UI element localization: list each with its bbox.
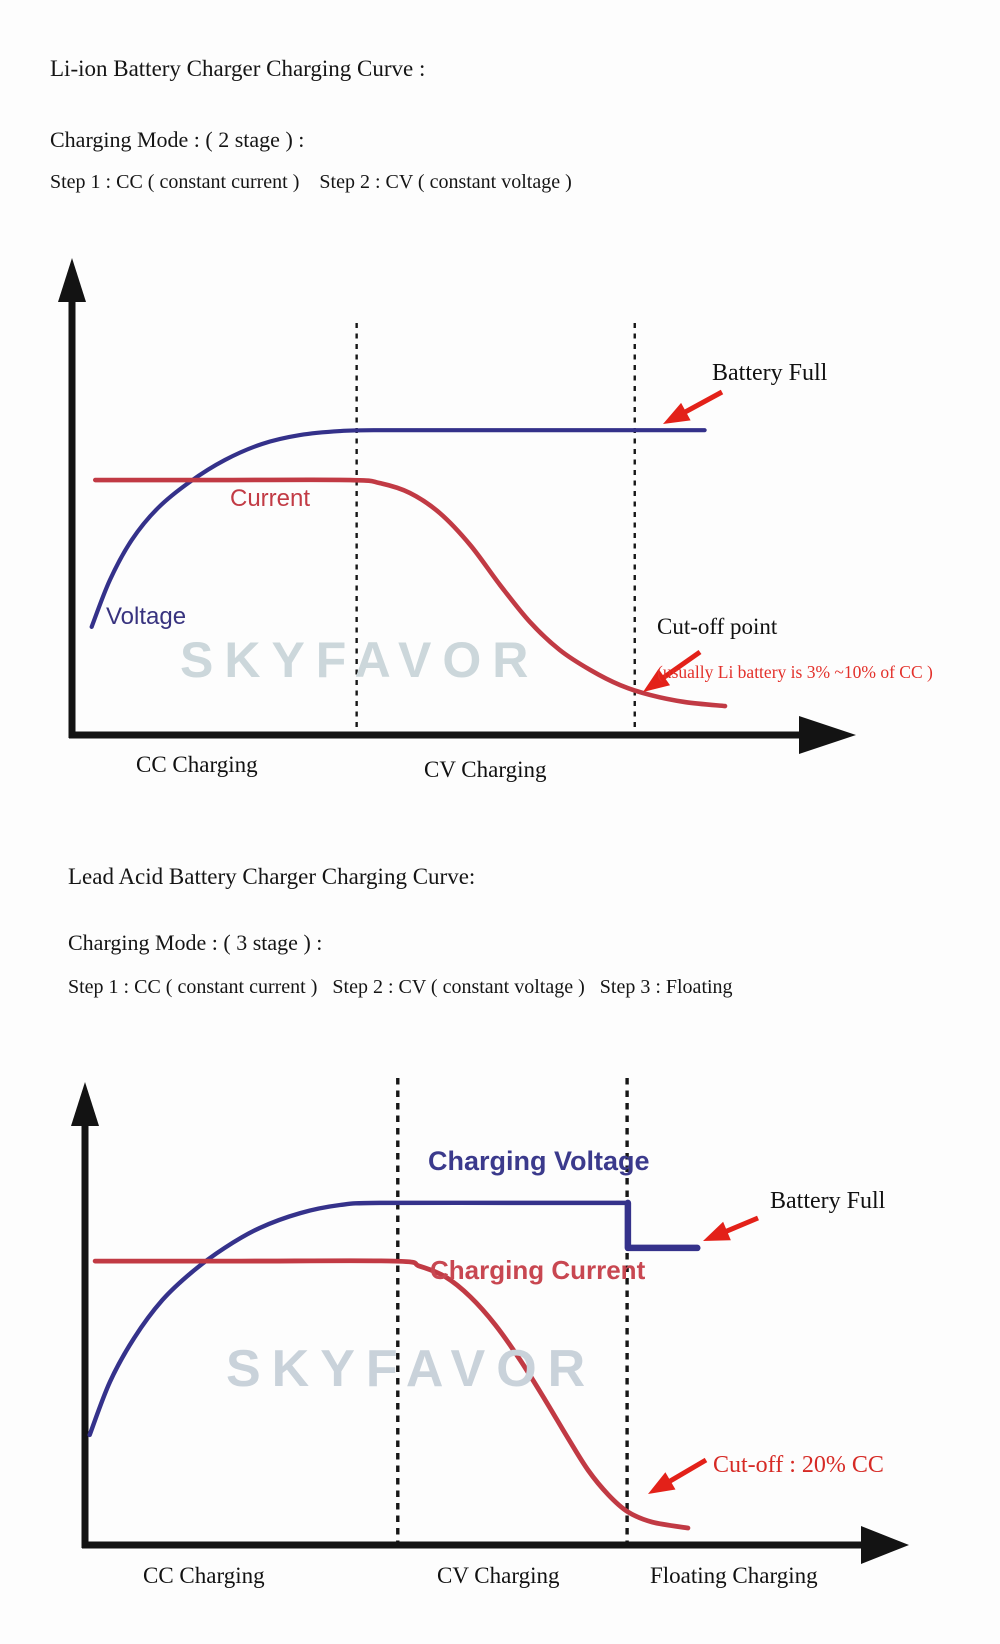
current-series-label: Current: [230, 485, 311, 512]
charging-voltage-series-label: Charging Voltage: [428, 1146, 650, 1176]
liion-charging-steps: Step 1 : CC ( constant current ) Step 2 …: [50, 171, 572, 193]
watermark-text-2: SKYFAVOR: [226, 1340, 597, 1398]
stage-label-cc-charging: CC Charging: [136, 752, 258, 777]
voltage-series-label: Voltage: [106, 603, 187, 630]
leadacid-title: Lead Acid Battery Charger Charging Curve…: [68, 864, 476, 889]
leadacid-chart: [71, 1078, 909, 1564]
liion-chart: [58, 258, 856, 754]
battery-full-annotation-2: Battery Full: [770, 1188, 886, 1214]
cutoff-point-annotation: Cut-off point: [657, 614, 778, 639]
stage-label-floating-charging: Floating Charging: [650, 1563, 818, 1588]
liion-title: Li-ion Battery Charger Charging Curve :: [50, 56, 426, 81]
leadacid-charging-mode: Charging Mode : ( 3 stage ) :: [68, 930, 323, 955]
liion-charging-mode: Charging Mode : ( 2 stage ) :: [50, 127, 305, 152]
cutoff-note-annotation: (usually Li battery is 3% ~10% of CC ): [657, 662, 933, 682]
stage-label-cv-charging: CV Charging: [424, 757, 547, 782]
cutoff-annotation-2: Cut-off : 20% CC: [713, 1452, 884, 1478]
watermark-text: SKYFAVOR: [180, 632, 540, 688]
charging-current-series-label: Charging Current: [430, 1255, 646, 1285]
battery-full-annotation: Battery Full: [712, 360, 828, 386]
stage-label-cv-charging-2: CV Charging: [437, 1563, 560, 1588]
leadacid-charging-steps: Step 1 : CC ( constant current ) Step 2 …: [68, 976, 733, 998]
stage-label-cc-charging-2: CC Charging: [143, 1563, 265, 1588]
